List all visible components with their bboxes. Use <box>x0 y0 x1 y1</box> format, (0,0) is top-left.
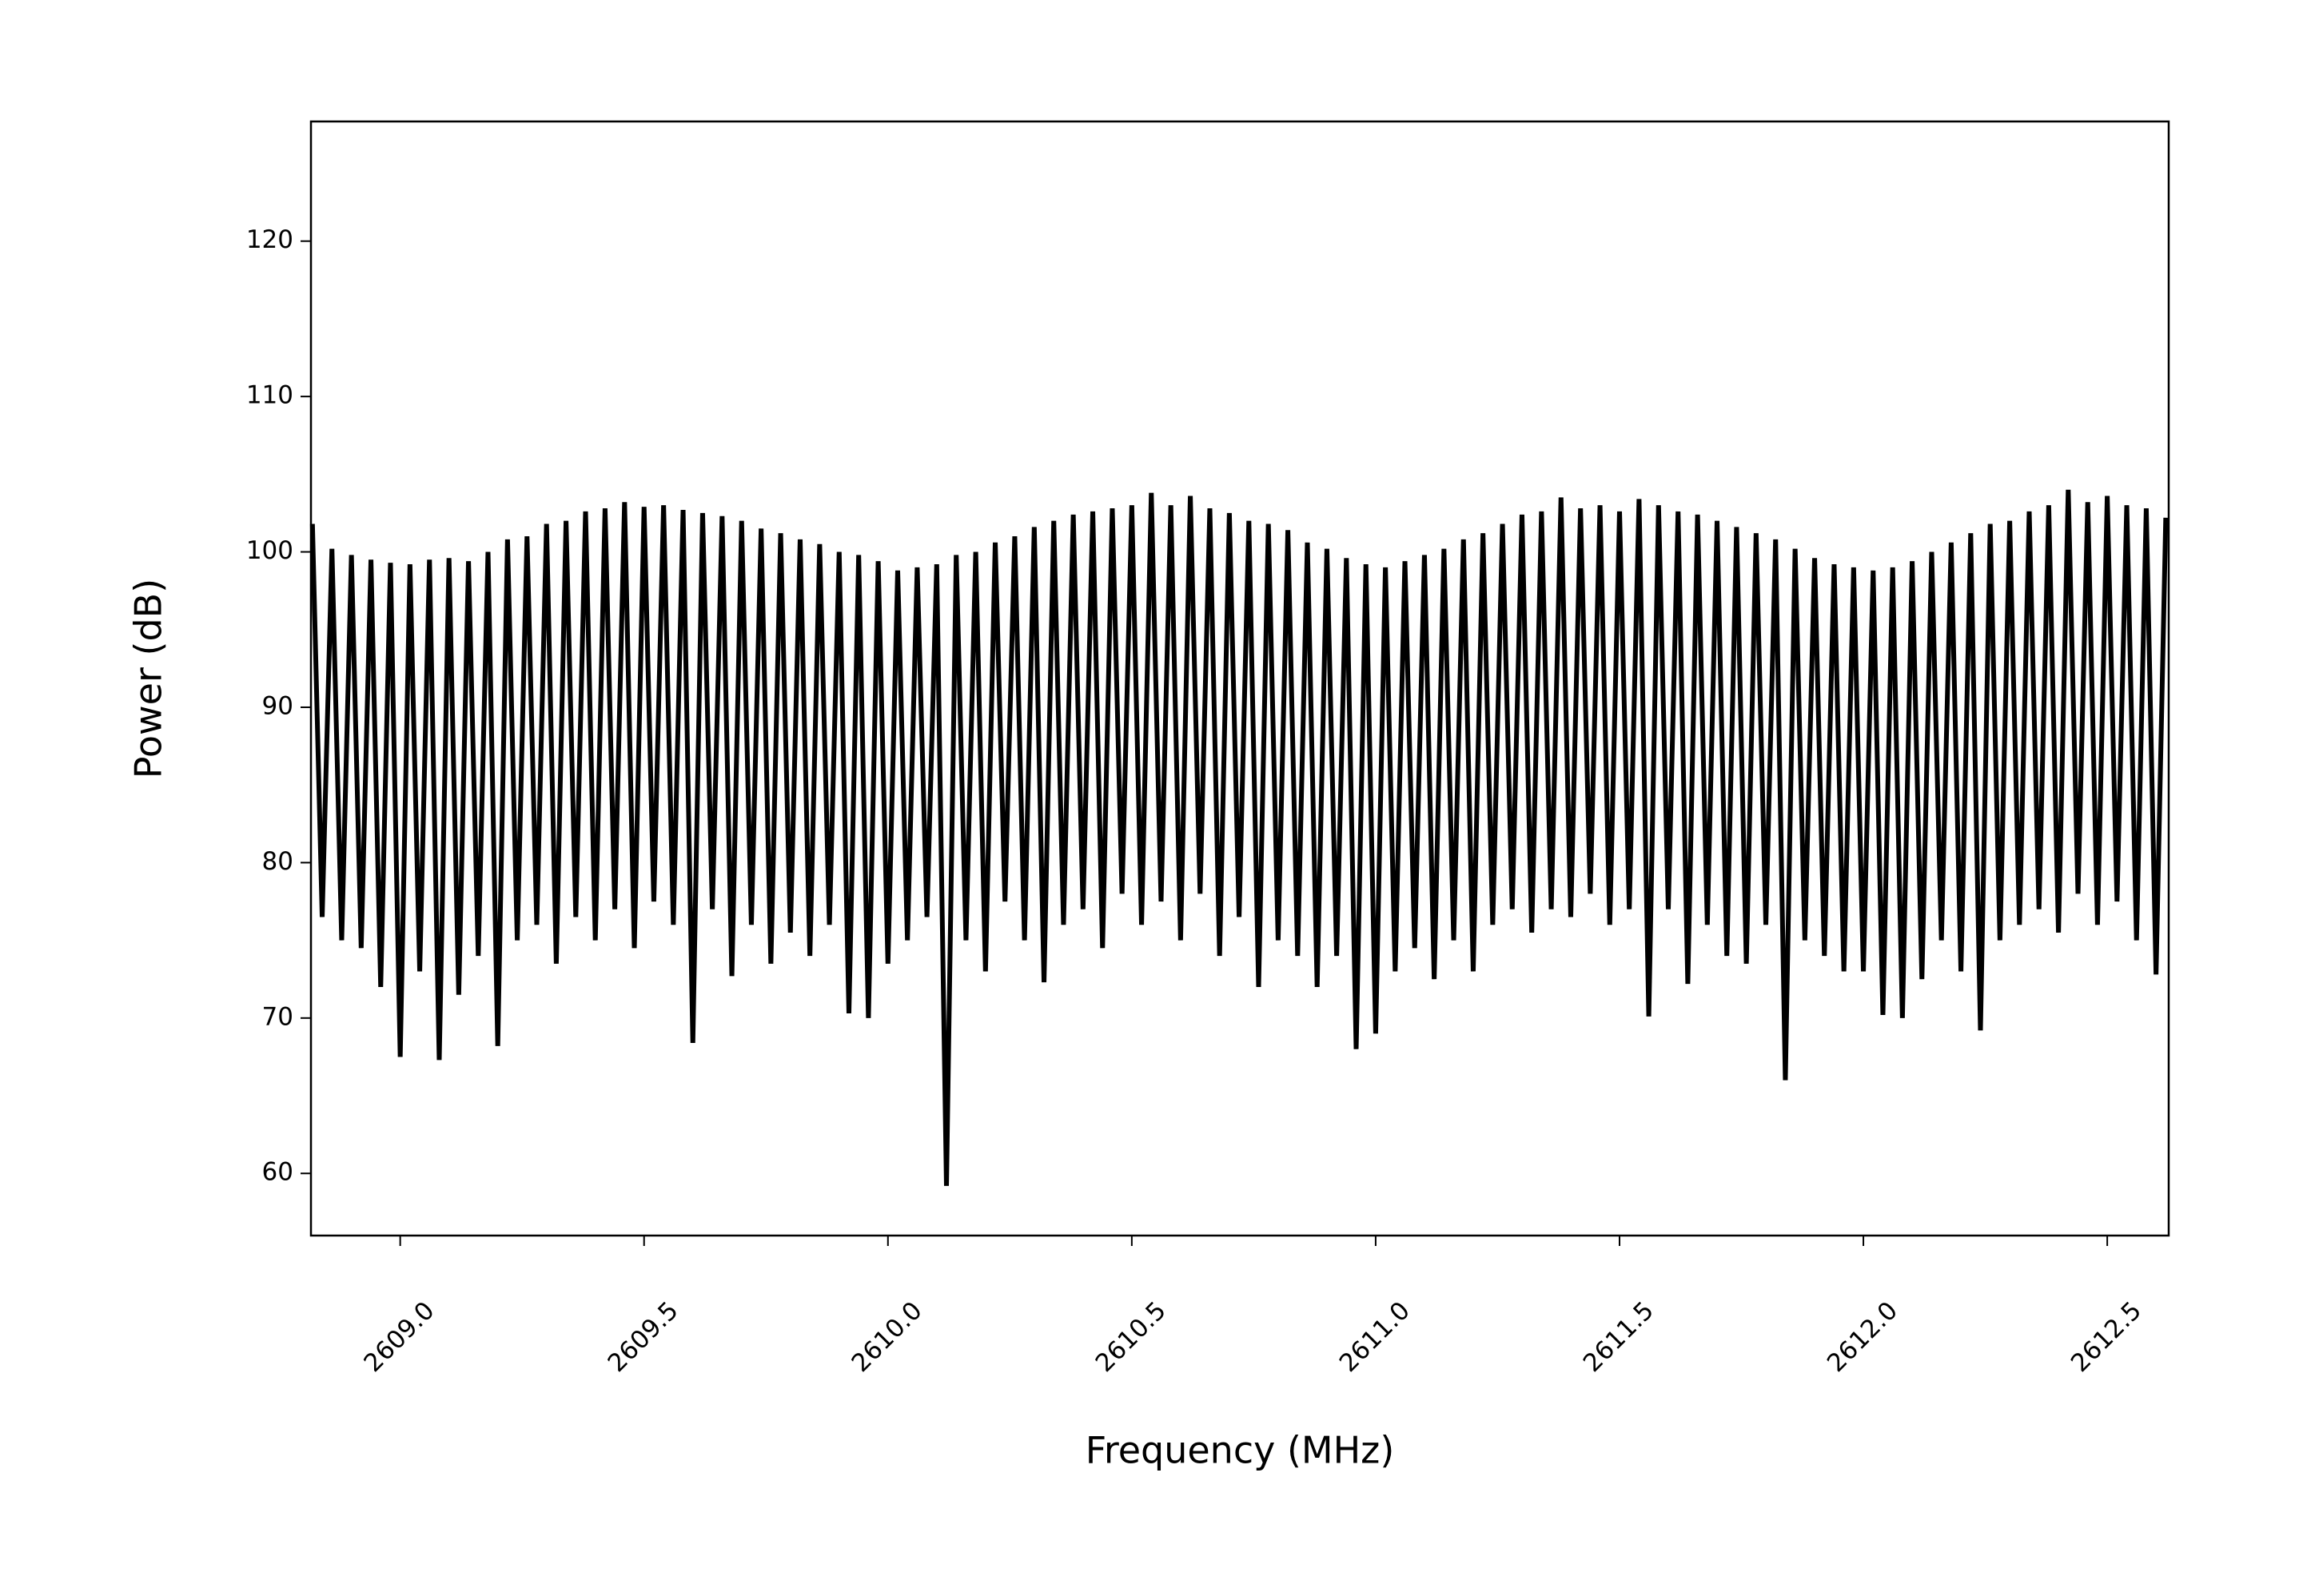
x-axis-label: Frequency (MHz) <box>1086 1429 1395 1472</box>
plot-frame <box>309 120 2170 1237</box>
y-axis-label: Power (dB) <box>127 579 170 778</box>
y-tick-label: 60 <box>262 1158 293 1187</box>
y-tick-label: 110 <box>246 381 293 410</box>
spectrum-line <box>309 489 2169 1186</box>
y-tick-label: 100 <box>246 536 293 565</box>
y-tick-label: 120 <box>246 225 293 254</box>
y-tick-label: 80 <box>262 847 293 876</box>
y-tick-label: 90 <box>262 691 293 720</box>
y-tick-label: 70 <box>262 1002 293 1031</box>
